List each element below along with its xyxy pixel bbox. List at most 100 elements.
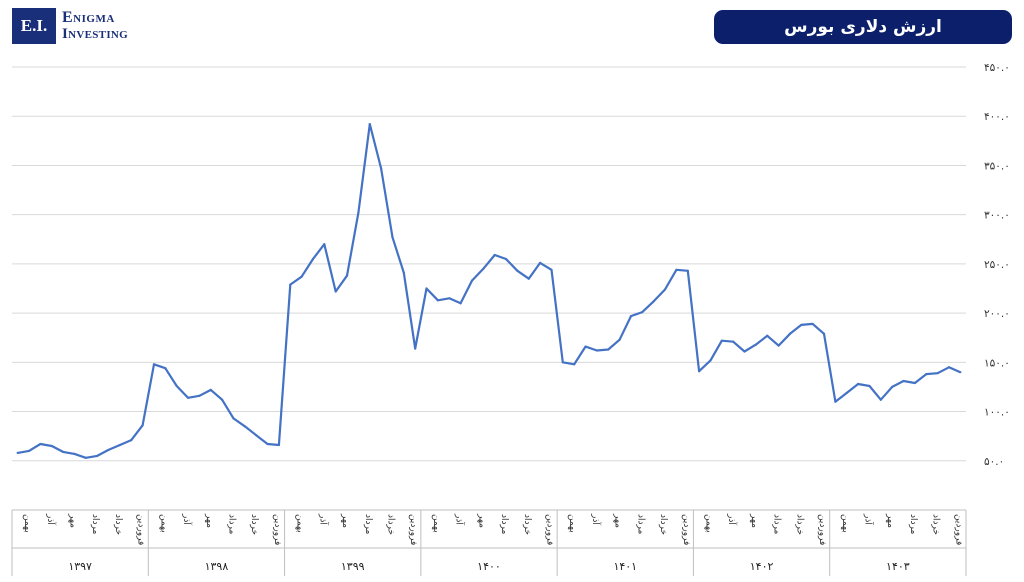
brand-logo: E.I. Enigma Investing [12, 8, 128, 44]
y-tick-label: ۱۵۰.۰ [984, 357, 1010, 369]
data-point [754, 343, 757, 346]
data-point [391, 236, 394, 239]
data-point [709, 359, 712, 362]
y-tick-label: ۲۰۰.۰ [984, 308, 1010, 320]
x-tick-label: فروردین [544, 514, 554, 545]
x-tick-label: بهمن [567, 514, 577, 533]
x-tick-label: فروردین [408, 514, 418, 545]
data-point [73, 452, 76, 455]
x-tick-label: خرداد [249, 514, 259, 535]
data-point [164, 367, 167, 370]
data-point [266, 442, 269, 446]
data-point [232, 417, 235, 420]
x-tick-label: بهمن [22, 514, 32, 533]
data-point [62, 450, 65, 454]
data-point [811, 322, 814, 326]
x-tick-label: آذر [317, 513, 329, 525]
data-point [504, 257, 508, 261]
series-line [17, 122, 961, 459]
data-point [323, 243, 326, 246]
x-tick-label: خرداد [385, 514, 395, 535]
data-point [209, 388, 212, 391]
data-point [777, 344, 780, 347]
x-tick-label: بهمن [840, 514, 850, 533]
data-point [152, 363, 156, 366]
data-point [96, 454, 99, 457]
data-point [368, 122, 371, 126]
x-tick-label: مهر [340, 513, 350, 528]
x-group-label: ۱۴۰۲ [750, 560, 774, 573]
data-point [686, 269, 689, 272]
x-tick-label: مرداد [226, 514, 236, 534]
data-point [255, 434, 258, 437]
data-point [652, 300, 655, 303]
x-tick-label: آذر [454, 513, 466, 525]
x-tick-label: خرداد [522, 514, 532, 535]
x-tick-label: بهمن [158, 514, 168, 533]
data-point [766, 334, 769, 337]
data-point [107, 448, 110, 452]
brand-name-line1: Enigma [62, 9, 115, 26]
chart-title: ارزش دلاری بورس [714, 10, 1012, 44]
x-tick-label: فروردین [136, 514, 146, 545]
x-group-label: ۱۴۰۳ [886, 560, 910, 573]
x-tick-label: مرداد [90, 514, 100, 534]
x-tick-label: مهر [613, 513, 623, 528]
data-point [27, 449, 31, 453]
data-point [947, 366, 951, 369]
data-point [118, 443, 121, 447]
data-point [459, 302, 462, 305]
data-point [221, 398, 224, 401]
data-point [141, 424, 144, 427]
data-point [16, 451, 19, 455]
data-point [414, 347, 417, 350]
x-tick-label: آذر [45, 513, 57, 525]
data-point [493, 253, 496, 257]
x-tick-label: خرداد [794, 514, 804, 535]
data-point [834, 400, 837, 403]
data-point [84, 456, 87, 459]
data-point [345, 274, 349, 277]
y-tick-label: ۳۰۰.۰ [984, 210, 1010, 222]
x-tick-label: مرداد [499, 514, 509, 534]
x-tick-label: آذر [181, 513, 193, 525]
data-point [584, 345, 587, 348]
data-point [243, 425, 246, 428]
x-group-label: ۱۳۹۹ [341, 560, 365, 573]
data-point [448, 297, 451, 300]
data-point [698, 370, 701, 373]
data-point [607, 348, 610, 351]
x-group-label: ۱۴۰۱ [613, 560, 637, 573]
data-point [277, 443, 280, 447]
x-tick-label: خرداد [931, 514, 941, 535]
data-point [39, 442, 42, 446]
x-tick-label: بهمن [431, 514, 441, 533]
data-point [959, 371, 962, 374]
y-tick-label: ۲۵۰.۰ [984, 259, 1010, 271]
x-tick-label: فروردین [272, 514, 282, 545]
x-tick-label: آذر [726, 513, 738, 525]
y-tick-label: ۳۵۰.۰ [984, 160, 1010, 172]
x-group-label: ۱۳۹۷ [68, 560, 92, 573]
data-point [845, 391, 848, 394]
data-point [788, 332, 792, 335]
data-point [618, 338, 621, 341]
data-point [743, 350, 746, 353]
data-point [334, 290, 337, 293]
data-point [130, 439, 133, 442]
data-point [879, 398, 882, 401]
data-point [186, 396, 190, 399]
y-tick-label: ۵۰.۰ [984, 456, 1004, 468]
data-point [913, 381, 916, 385]
data-point [822, 332, 826, 335]
data-point [902, 379, 905, 383]
x-tick-label: خرداد [113, 514, 123, 535]
data-point [470, 279, 474, 282]
x-tick-label: مرداد [635, 514, 645, 534]
data-point [573, 363, 576, 366]
y-tick-label: ۴۵۰.۰ [984, 62, 1010, 74]
x-tick-label: بهمن [703, 514, 713, 533]
x-tick-label: آذر [590, 513, 602, 525]
data-point [539, 261, 542, 265]
data-point [868, 384, 871, 388]
